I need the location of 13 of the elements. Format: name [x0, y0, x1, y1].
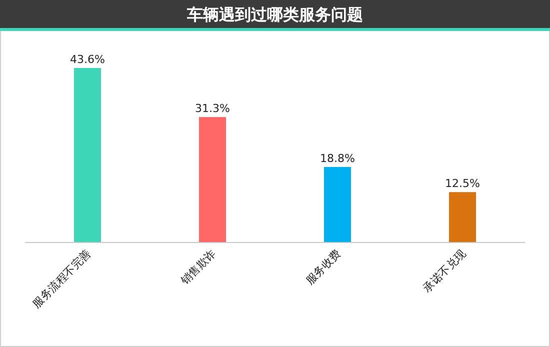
data-label: 12.5%: [445, 177, 480, 190]
x-tick-label: 承诺不兑现: [420, 246, 469, 296]
x-tick-label: 销售欺诈: [178, 246, 219, 288]
bar: [449, 192, 476, 242]
x-tick-label: 服务收费: [303, 246, 344, 288]
bar: [324, 166, 351, 242]
bar: [74, 68, 101, 242]
chart-title: 车辆遇到过哪类服务问题: [186, 5, 363, 24]
x-tick-label: 服务流程不完善: [30, 246, 94, 311]
data-label: 31.3%: [195, 102, 230, 116]
data-label: 43.6%: [70, 53, 105, 66]
bar: [199, 117, 226, 242]
data-label: 18.8%: [320, 152, 355, 165]
